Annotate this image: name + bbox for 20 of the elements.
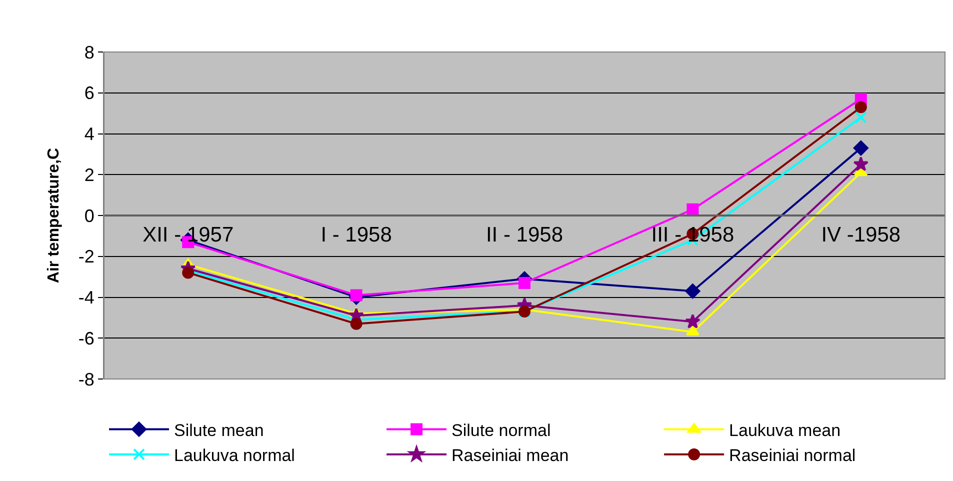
x-tick-label: I - 1958 bbox=[320, 224, 392, 247]
y-tick-label: -2 bbox=[78, 246, 94, 267]
legend-label: Silute normal bbox=[452, 420, 551, 440]
y-tick-label: 0 bbox=[84, 206, 94, 226]
x-tick-label: XII - 1957 bbox=[142, 224, 234, 247]
x-tick-label: II - 1958 bbox=[486, 224, 564, 247]
legend-label: Raseiniai mean bbox=[452, 446, 569, 465]
y-tick-label: 6 bbox=[84, 83, 94, 104]
y-tick-label: -4 bbox=[78, 288, 94, 308]
y-tick-label: -8 bbox=[78, 369, 94, 390]
x-tick-label: IV -1958 bbox=[821, 224, 901, 247]
y-axis-title: Air temperature,C bbox=[45, 147, 62, 284]
y-tick-label: 2 bbox=[84, 164, 94, 185]
y-tick-label: 8 bbox=[84, 42, 94, 62]
legend-label: Laukuva mean bbox=[729, 420, 841, 440]
legend-label: Laukuva normal bbox=[174, 446, 295, 465]
legend-label: Raseiniai normal bbox=[729, 446, 856, 465]
y-tick-label: 4 bbox=[84, 124, 94, 144]
legend-label: Silute mean bbox=[174, 420, 264, 440]
y-tick-label: -6 bbox=[78, 328, 94, 348]
